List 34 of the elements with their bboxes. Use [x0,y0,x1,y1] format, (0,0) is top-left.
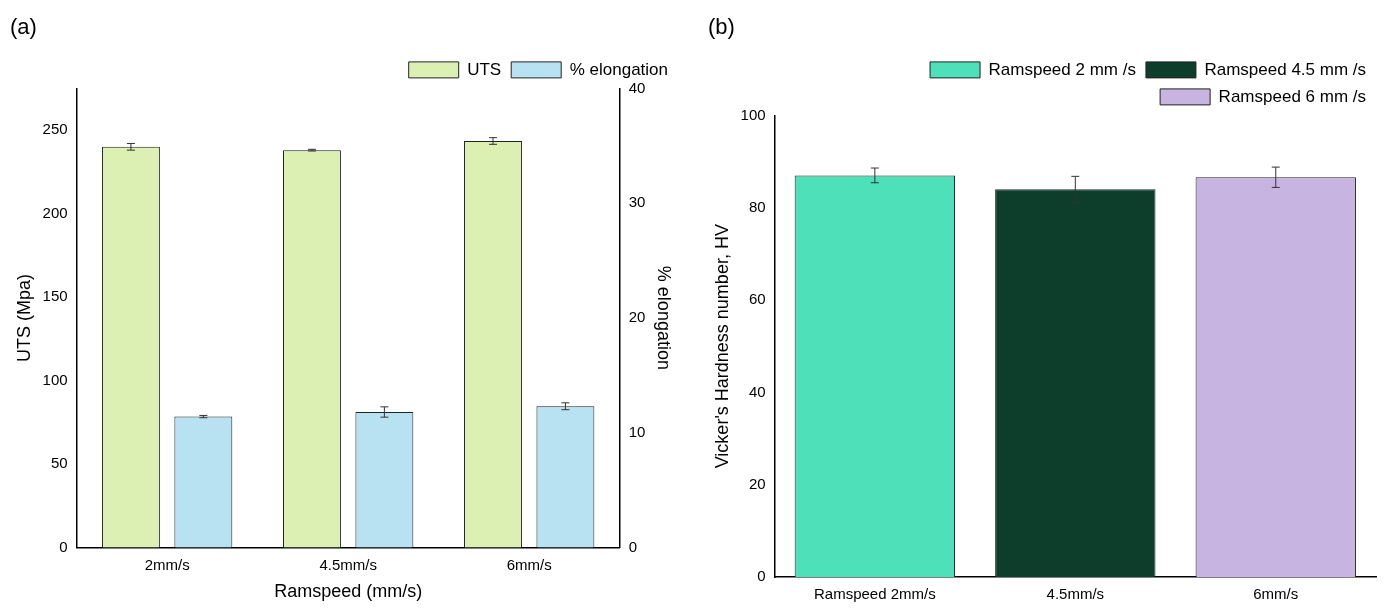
y-tick-label: 80 [748,197,766,215]
y-tick-label: 0 [59,537,68,555]
y2-axis-title: % elongation [654,265,675,370]
y-tick-label: 100 [740,105,766,123]
y-tick-label: 50 [50,454,68,472]
y-axis-title: Vicker's Hardness number, HV [711,224,732,469]
y-tick-label: 40 [748,382,766,400]
y-tick-label: 200 [42,203,68,221]
x-tick-label: 6mm/s [1253,585,1299,603]
legend-label: Ramspeed 6 mm /s [1218,86,1367,106]
y-axis-title: UTS (Mpa) [13,273,34,362]
y-tick-label: 100 [42,370,68,388]
legend-label: % elongation [569,59,669,79]
y-tick-label: 0 [757,567,766,585]
y-tick-label: 20 [748,474,766,492]
y2-tick-label: 40 [628,78,646,96]
y-tick-label: 250 [42,120,68,138]
x-tick-label: 4.5mm/s [1046,585,1105,603]
legend-label: Ramspeed 2 mm /s [988,59,1136,79]
y2-tick-label: 30 [628,193,646,211]
x-axis-title: Ramspeed (mm/s) [274,581,423,602]
legend-label: UTS [467,59,502,79]
y-tick-label: 60 [748,290,766,308]
y2-tick-label: 20 [628,308,646,326]
x-tick-label: 4.5mm/s [319,555,377,573]
chart-title: (b) [708,14,735,40]
y2-tick-label: 0 [628,537,638,555]
x-tick-label: Ramspeed 2mm/s [814,585,936,603]
y2-tick-label: 10 [628,422,646,440]
y-tick-label: 150 [42,287,68,305]
legend-label: Ramspeed 4.5 mm /s [1204,59,1366,79]
x-tick-label: 6mm/s [506,555,552,573]
x-tick-label: 2mm/s [144,555,190,573]
chart-title: (a) [10,14,37,40]
